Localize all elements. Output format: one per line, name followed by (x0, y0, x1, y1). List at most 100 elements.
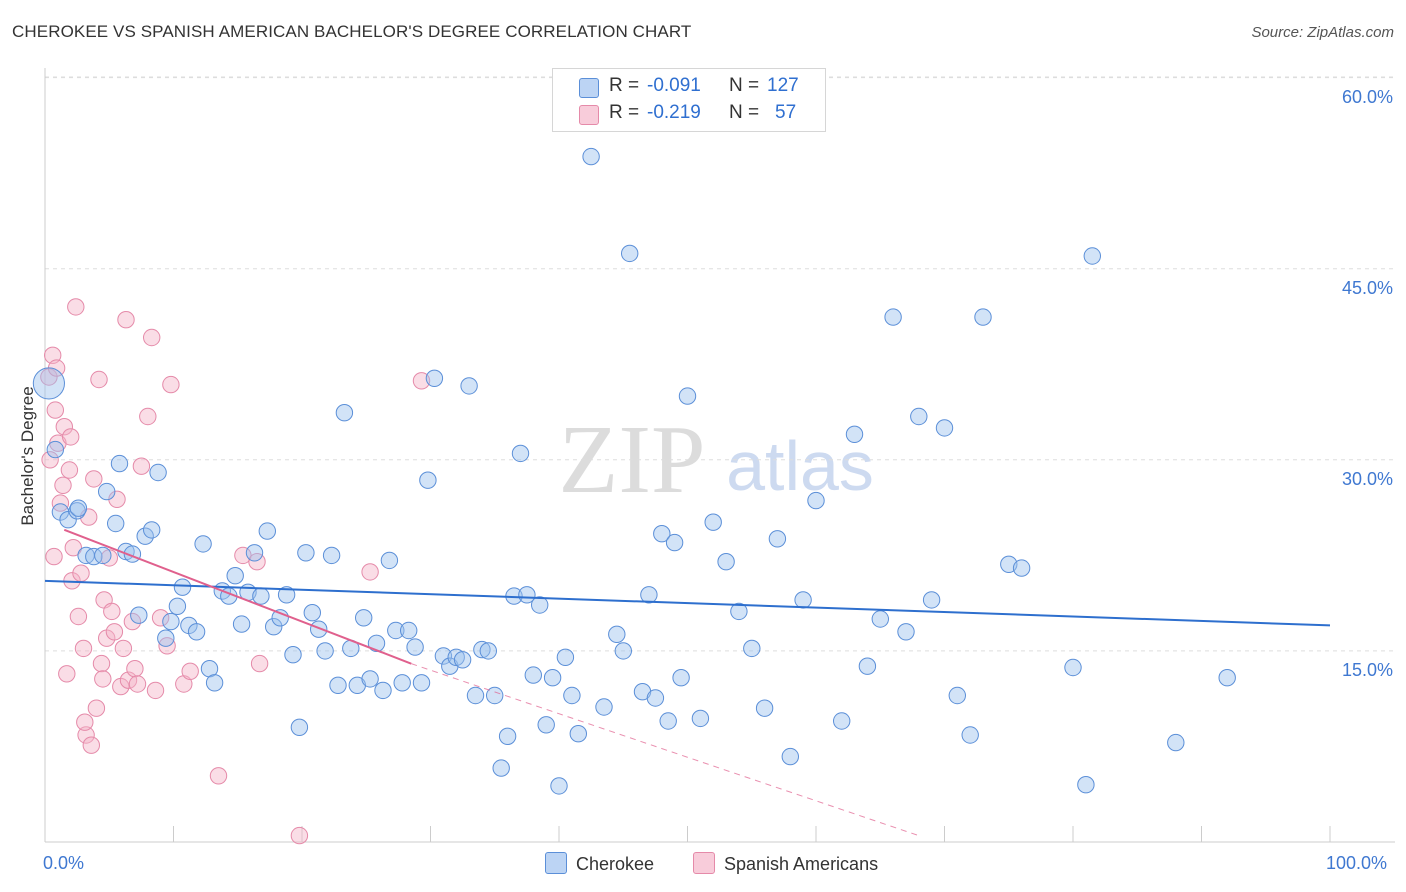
chart-source: Source: ZipAtlas.com (1251, 24, 1394, 41)
legend-label-spanish-americans: Spanish Americans (724, 854, 879, 874)
cherokee-point (473, 640, 491, 659)
spanish-americans-point (181, 662, 199, 680)
spanish-americans-point (41, 451, 59, 469)
cherokee-point (400, 621, 418, 640)
spanish-americans-point (67, 298, 85, 316)
cherokee-point (1012, 559, 1031, 577)
spanish-americans-point (250, 654, 269, 673)
cherokee-point (781, 747, 799, 766)
spanish-americans-point (87, 699, 106, 717)
cherokee-point (466, 686, 485, 705)
spanish-americans-point (54, 476, 72, 494)
cherokee-point (672, 669, 690, 687)
cherokee-point (226, 567, 244, 585)
cherokee-point (492, 759, 510, 777)
cherokee-point (393, 674, 411, 692)
cherokee-point (845, 425, 864, 443)
cherokee-point (833, 712, 851, 730)
spanish-americans-point (92, 654, 111, 673)
cherokee-point (704, 513, 722, 531)
spanish-americans-point (132, 457, 151, 475)
cherokee-point (550, 777, 568, 795)
y-tick-label: 60.0% (1341, 87, 1393, 107)
spanish-americans-point (76, 713, 94, 731)
cherokee-point (425, 369, 444, 387)
cherokee-point (252, 587, 270, 605)
cherokee-point (717, 553, 735, 571)
spanish-americans-trend-line (63, 528, 412, 665)
cherokee-point (355, 609, 373, 627)
cherokee-point (143, 521, 161, 539)
cherokee-point (935, 419, 954, 437)
cherokee-point (187, 623, 206, 641)
cherokee-point (374, 681, 392, 700)
cherokee-point (387, 621, 405, 640)
cherokee-point (479, 642, 497, 660)
cherokee-point (543, 669, 562, 687)
spanish-americans-point (117, 311, 135, 329)
cherokee-trend-line (44, 579, 1331, 627)
cherokee-point (149, 463, 167, 482)
cherokee-point (157, 629, 175, 647)
legend-item-spanish-americans[interactable]: Spanish Americans (693, 852, 878, 875)
spanish-americans-point (158, 637, 176, 655)
spanish-americans-swatch (579, 105, 599, 125)
legend-item-cherokee[interactable]: Cherokee (545, 852, 654, 875)
cherokee-point (1218, 669, 1236, 687)
spanish-americans-point (55, 418, 74, 436)
spanish-americans-legend-swatch (693, 852, 715, 874)
spanish-americans-point (209, 767, 228, 785)
cherokee-point (614, 642, 632, 660)
x-tick-label-min: 0.0% (43, 853, 85, 873)
cherokee-point (258, 522, 276, 540)
cherokee-point (107, 514, 125, 533)
cherokee-point (563, 686, 581, 705)
chart-title: CHEROKEE VS SPANISH AMERICAN BACHELOR'S … (12, 22, 692, 41)
r-label: R = (609, 75, 640, 96)
cherokee-point (69, 499, 88, 517)
cherokee-point (1064, 658, 1082, 677)
cherokee-point (691, 709, 710, 728)
spanish-americans-point (64, 539, 83, 557)
cherokee-point (807, 491, 825, 510)
r-label: R = (609, 102, 640, 123)
spanish-americans-point (290, 826, 309, 845)
cherokee-point (1077, 776, 1095, 794)
cherokee-point (460, 377, 478, 395)
cherokee-point (419, 471, 437, 489)
cherokee-point (205, 674, 224, 692)
spanish-americans-point (105, 623, 124, 641)
cherokee-point (582, 147, 600, 166)
spanish-americans-point (114, 639, 133, 658)
cherokee-point (406, 638, 424, 656)
cherokee-point (329, 676, 347, 694)
spanish-americans-point (412, 372, 431, 390)
spanish-americans-point (151, 609, 170, 627)
spanish-americans-point (44, 346, 62, 364)
cherokee-point (265, 618, 283, 636)
cherokee-point (335, 404, 354, 422)
cherokee-point (646, 689, 665, 707)
cherokee-point (498, 727, 517, 745)
cherokee-point (755, 699, 774, 717)
cherokee-point (434, 647, 453, 665)
cherokee-point (1000, 555, 1018, 573)
cherokee-point (361, 670, 379, 688)
spanish-americans-point (146, 681, 165, 700)
cherokee-point (794, 591, 812, 609)
cherokee-point (173, 578, 192, 596)
spanish-americans-point (58, 665, 76, 683)
spanish-americans-point (123, 612, 142, 631)
cherokee-swatch (579, 78, 599, 98)
cherokee-point (678, 387, 697, 405)
cherokee-point (85, 547, 103, 566)
cherokee-point (537, 716, 555, 734)
spanish-americans-point (139, 407, 157, 426)
cherokee-point (640, 586, 658, 604)
r-value: -0.091 (647, 75, 701, 96)
spanish-americans-point (94, 670, 112, 688)
spanish-americans-points (40, 298, 431, 845)
spanish-americans-point (72, 564, 90, 582)
cherokee-legend-swatch (545, 852, 567, 874)
